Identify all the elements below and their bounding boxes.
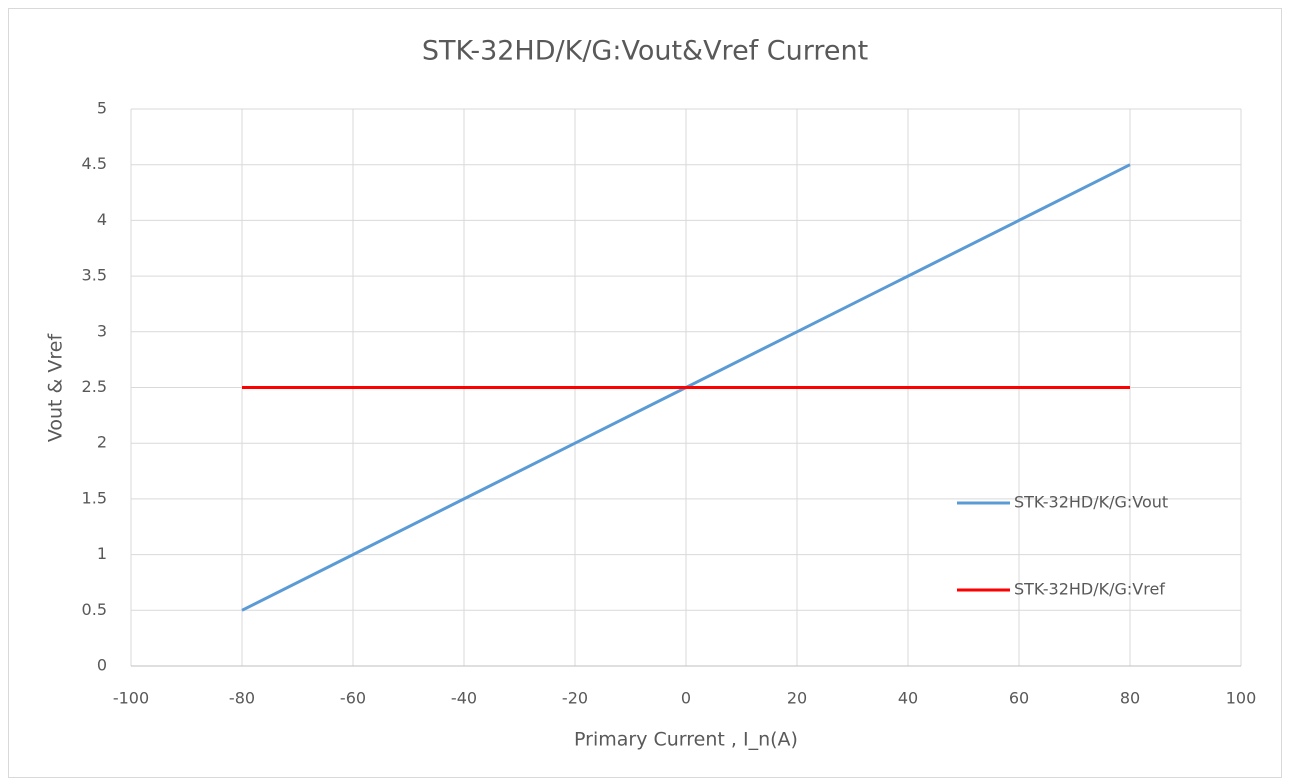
x-axis-label: Primary Current , I_n(A) bbox=[574, 729, 798, 751]
legend-label: STK-32HD/K/G:Vout bbox=[1014, 493, 1168, 512]
x-tick-label: 40 bbox=[898, 689, 918, 708]
y-tick-label: 1 bbox=[97, 544, 107, 563]
x-tick-label: 100 bbox=[1226, 689, 1257, 708]
y-tick-label: 5 bbox=[97, 99, 107, 118]
chart-title: STK-32HD/K/G:Vout&Vref Current bbox=[422, 36, 868, 67]
chart-border bbox=[8, 8, 1282, 778]
y-tick-label: 2.5 bbox=[82, 377, 107, 396]
x-tick-label: 20 bbox=[787, 689, 807, 708]
y-tick-label: 3.5 bbox=[82, 266, 107, 285]
x-tick-label: -80 bbox=[229, 689, 255, 708]
x-tick-label: -100 bbox=[113, 689, 149, 708]
y-tick-label: 3 bbox=[97, 321, 107, 340]
legend-label: STK-32HD/K/G:Vref bbox=[1014, 580, 1165, 599]
x-tick-label: 60 bbox=[1009, 689, 1029, 708]
y-tick-label: 4.5 bbox=[82, 154, 107, 173]
y-tick-label: 0 bbox=[97, 656, 107, 675]
x-tick-label: -60 bbox=[340, 689, 366, 708]
x-tick-label: -20 bbox=[562, 689, 588, 708]
x-tick-label: 0 bbox=[681, 689, 691, 708]
x-tick-label: 80 bbox=[1120, 689, 1140, 708]
y-tick-label: 2 bbox=[97, 433, 107, 452]
x-tick-label: -40 bbox=[451, 689, 477, 708]
y-axis-label: Vout & Vref bbox=[45, 333, 67, 443]
y-tick-label: 1.5 bbox=[82, 488, 107, 507]
y-tick-label: 4 bbox=[97, 210, 107, 229]
y-tick-label: 0.5 bbox=[82, 600, 107, 619]
